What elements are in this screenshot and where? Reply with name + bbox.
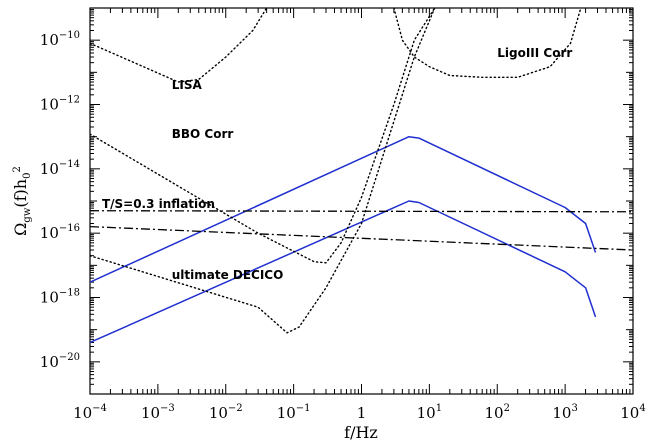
y-tick-label: 10−12 <box>40 95 80 114</box>
series-line-blue-solid-1 <box>90 200 597 344</box>
x-tick-labels: 10−4 10−3 10−2 10−1 1 101 102 103 104 <box>73 403 646 422</box>
x-tick-label: 10−4 <box>73 403 107 422</box>
series-lines <box>90 8 633 344</box>
y-tick-label: 10−10 <box>40 30 80 49</box>
x-tick-label: 1 <box>357 404 367 422</box>
y-tick-label: 10−14 <box>40 159 80 178</box>
x-tick-label: 101 <box>417 403 442 422</box>
x-tick-label: 102 <box>485 403 510 422</box>
annotation-label: T/S=0.3 inflation <box>102 197 215 211</box>
axis-ticks <box>89 8 633 395</box>
series-line-dotted-4 <box>90 8 268 83</box>
y-axis-label: Ωgw(f)h02 <box>11 166 33 236</box>
annotations: LISA BBO Corr LigoIII Corr T/S=0.3 inflatio… <box>102 46 572 282</box>
series-line-dotted-7 <box>393 8 582 79</box>
series-line-dotted-6 <box>90 8 436 334</box>
x-tick-label: 10−1 <box>277 403 311 422</box>
x-axis-label: f/Hz <box>344 423 378 442</box>
series-line-blue-solid-0 <box>90 135 597 283</box>
x-tick-label: 103 <box>552 403 577 422</box>
y-tick-label: 10−16 <box>40 223 80 242</box>
annotation-label: LigoIII Corr <box>497 46 572 60</box>
annotation-label: BBO Corr <box>172 127 234 141</box>
y-tick-labels: 10−20 10−18 10−16 10−14 10−12 10−10 <box>40 30 80 371</box>
x-tick-label: 10−2 <box>209 403 243 422</box>
y-tick-label: 10−20 <box>40 352 80 371</box>
series-line-dashdot-2 <box>90 210 633 213</box>
annotation-label: ultimate DECICO <box>172 268 284 282</box>
series-line-dashdot-3 <box>90 225 633 251</box>
y-tick-label: 10−18 <box>40 288 80 307</box>
x-tick-label: 10−3 <box>141 403 175 422</box>
x-tick-label: 104 <box>620 403 645 422</box>
annotation-label: LISA <box>172 78 203 92</box>
series-line-dotted-5 <box>90 8 436 264</box>
